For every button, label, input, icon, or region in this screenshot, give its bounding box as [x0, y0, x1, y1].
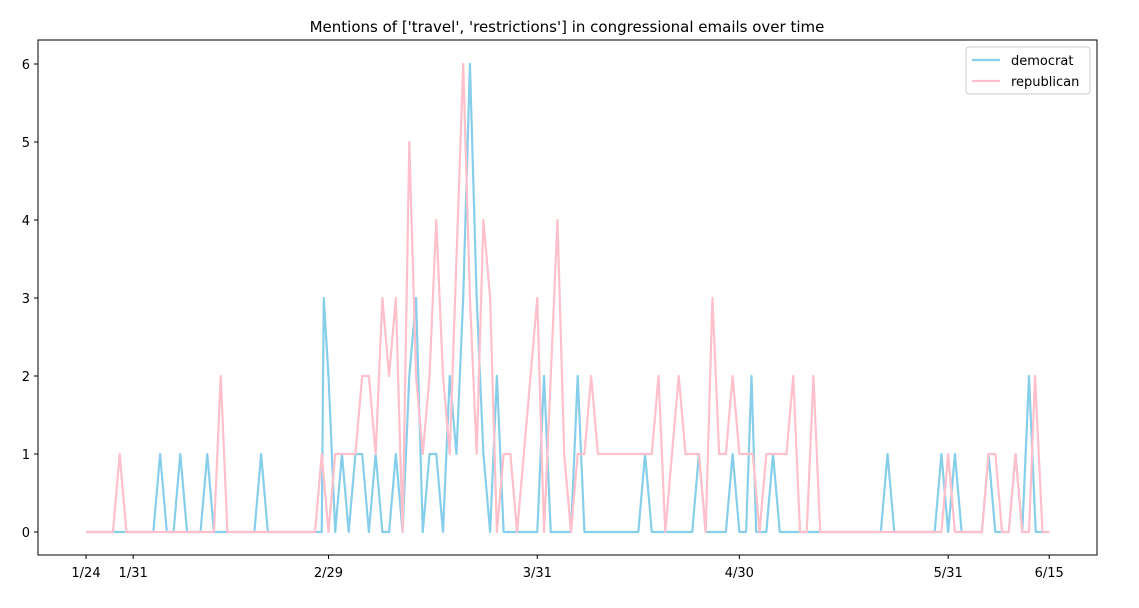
x-tick-label: 2/29 [314, 566, 343, 581]
x-tick-label: 4/30 [725, 566, 754, 581]
y-tick-label: 1 [22, 448, 30, 463]
chart-title: Mentions of ['travel', 'restrictions'] i… [310, 18, 825, 36]
y-tick-label: 5 [22, 136, 30, 151]
y-axis: 0 1 2 3 4 5 6 [22, 58, 38, 541]
y-tick-label: 0 [22, 526, 30, 541]
legend-label-democrat: democrat [1011, 54, 1073, 69]
x-tick-label: 6/15 [1035, 566, 1064, 581]
legend-box [965, 46, 1091, 95]
x-tick-label: 1/24 [71, 566, 100, 581]
y-tick-label: 3 [22, 292, 30, 307]
y-tick-label: 4 [22, 214, 30, 229]
y-tick-label: 6 [22, 58, 30, 73]
series-layer [86, 62, 1050, 534]
x-axis: 1/24 1/31 2/29 3/31 4/30 5/31 6/15 [71, 555, 1064, 581]
legend: democrat republican [965, 46, 1091, 95]
x-tick-label: 5/31 [934, 566, 963, 581]
x-tick-label: 3/31 [523, 566, 552, 581]
y-tick-label: 2 [22, 370, 30, 385]
legend-label-republican: republican [1011, 75, 1079, 90]
series-line-republican [86, 62, 1050, 534]
x-tick-label: 1/31 [119, 566, 148, 581]
